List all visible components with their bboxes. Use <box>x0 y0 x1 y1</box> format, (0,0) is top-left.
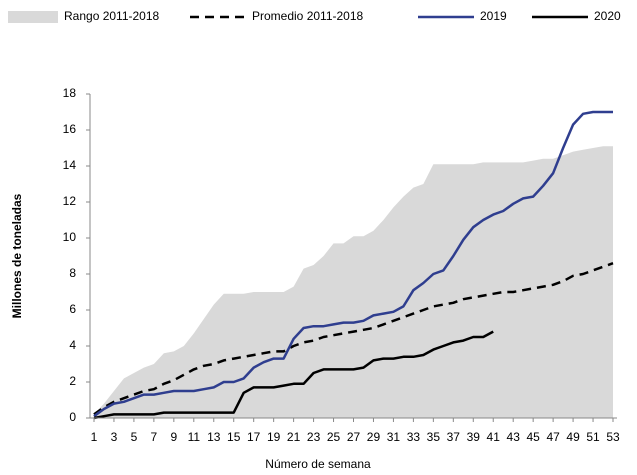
x-tick-label: 45 <box>526 430 540 444</box>
legend-label: Rango 2011-2018 <box>64 9 160 23</box>
x-tick-label: 37 <box>447 430 461 444</box>
y-tick-label: 6 <box>69 302 76 316</box>
y-tick-label: 4 <box>69 338 76 352</box>
series-line <box>93 330 494 420</box>
x-tick-label: 53 <box>606 430 620 444</box>
x-tick-label: 27 <box>347 430 361 444</box>
x-tick-label: 1 <box>91 430 98 444</box>
legend-label: 2020 <box>594 9 621 23</box>
series-line <box>93 262 614 416</box>
x-tick-label: 39 <box>467 430 481 444</box>
x-tick-label: 33 <box>407 430 421 444</box>
y-tick-label: 10 <box>63 230 77 244</box>
legend-swatch <box>8 11 58 23</box>
x-tick-label: 29 <box>367 430 381 444</box>
legend-label: 2019 <box>480 9 507 23</box>
range-area <box>93 146 614 418</box>
x-tick-label: 47 <box>546 430 560 444</box>
x-tick-label: 17 <box>247 430 261 444</box>
x-tick-label: 21 <box>287 430 301 444</box>
x-tick-label: 43 <box>507 430 521 444</box>
x-tick-label: 11 <box>188 430 201 444</box>
x-tick-label: 3 <box>111 430 118 444</box>
y-tick-label: 12 <box>63 194 77 208</box>
x-tick-label: 41 <box>487 430 501 444</box>
x-tick-label: 9 <box>170 430 177 444</box>
x-tick-label: 49 <box>566 430 580 444</box>
x-tick-label: 5 <box>131 430 138 444</box>
y-tick-label: 8 <box>69 266 76 280</box>
x-tick-label: 15 <box>227 430 241 444</box>
y-tick-label: 16 <box>63 122 77 136</box>
x-tick-label: 13 <box>207 430 221 444</box>
legend-label: Promedio 2011-2018 <box>252 9 364 23</box>
x-tick-label: 19 <box>267 430 281 444</box>
x-tick-label: 23 <box>307 430 321 444</box>
x-axis-label: Número de semana <box>265 457 371 471</box>
x-tick-label: 51 <box>586 430 600 444</box>
x-tick-label: 7 <box>151 430 158 444</box>
x-tick-label: 31 <box>387 430 401 444</box>
y-tick-label: 18 <box>63 86 77 100</box>
y-axis-label: Millones de toneladas <box>10 193 24 318</box>
y-tick-label: 0 <box>69 410 76 424</box>
series-line <box>93 110 614 418</box>
x-tick-label: 35 <box>427 430 441 444</box>
x-tick-label: 25 <box>327 430 341 444</box>
y-tick-label: 14 <box>63 158 77 172</box>
y-tick-label: 2 <box>69 374 76 388</box>
